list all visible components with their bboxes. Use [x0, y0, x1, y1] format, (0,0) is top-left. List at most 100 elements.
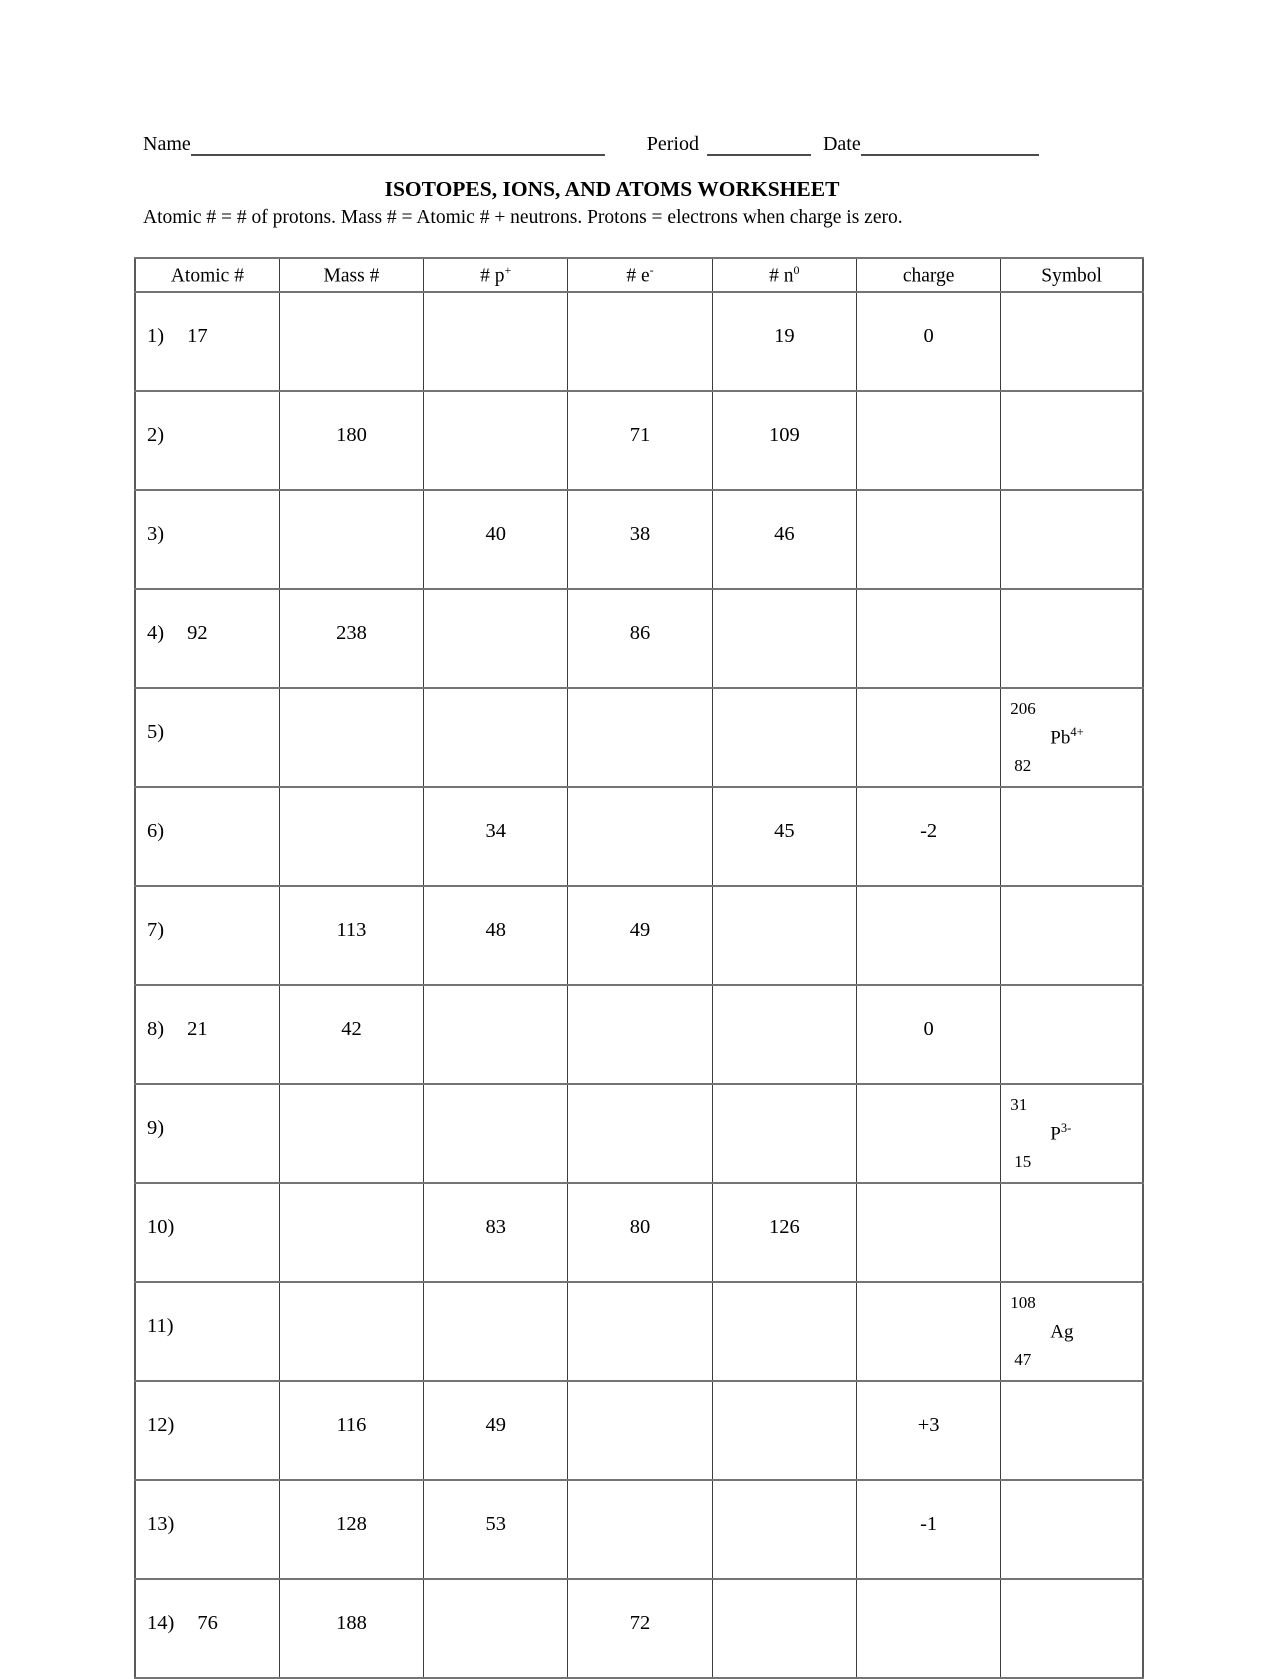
cell-mass-number: 42	[278, 984, 425, 1085]
cell-atomic-number: 5)	[134, 687, 280, 788]
row-number: 5)	[147, 721, 165, 743]
nuclide-atomic: 47	[1014, 1350, 1032, 1370]
cell-charge	[855, 489, 1002, 590]
nuclide-charge: 3-	[1060, 1121, 1072, 1136]
cell-symbol	[1000, 291, 1144, 392]
table-row: 13) 128 53 -1	[134, 1479, 1144, 1580]
table-row: 2) 180 71 109	[134, 390, 1144, 491]
cell-mass-number: 128	[278, 1479, 425, 1580]
row-number: 6)	[147, 820, 165, 842]
row-number: 2)	[147, 424, 165, 446]
column-header-protons: # p+	[423, 257, 569, 293]
cell-neutrons: 45	[711, 786, 857, 887]
date-blank-line	[860, 132, 1039, 156]
nuclide-mass: 108	[1010, 1293, 1036, 1312]
cell-mass-number: 116	[278, 1380, 425, 1481]
row-number: 4)	[147, 622, 165, 644]
cell-neutrons	[711, 588, 857, 689]
cell-symbol: 31 P3- 15	[1000, 1083, 1144, 1184]
nuclide-atomic: 82	[1014, 756, 1032, 776]
cell-protons: 49	[423, 1380, 569, 1481]
cell-atomic-number: 7)	[134, 885, 280, 986]
cell-atomic-number: 11)	[134, 1281, 280, 1382]
column-header-charge: charge	[855, 257, 1002, 293]
cell-electrons	[567, 1281, 713, 1382]
nuclide-element: P3-	[1050, 1121, 1072, 1145]
table-row: 9) 31 P3- 15	[134, 1083, 1144, 1184]
cell-neutrons	[711, 1578, 857, 1679]
table-row: 12) 116 49 +3	[134, 1380, 1144, 1481]
date-label: Date	[822, 133, 861, 155]
cell-neutrons	[711, 1479, 857, 1580]
cell-electrons: 80	[567, 1182, 713, 1283]
cell-charge: -1	[855, 1479, 1002, 1580]
cell-symbol	[1000, 1182, 1144, 1283]
cell-protons	[423, 390, 569, 491]
cell-electrons: 38	[567, 489, 713, 590]
cell-charge	[855, 1182, 1002, 1283]
column-header-atomic: Atomic #	[134, 257, 280, 293]
cell-electrons	[567, 291, 713, 392]
column-header-symbol: Symbol	[1000, 257, 1144, 293]
row-number: 10)	[147, 1216, 175, 1238]
column-header-electrons: # e-	[567, 257, 713, 293]
cell-symbol	[1000, 1380, 1144, 1481]
table-header-row: Atomic # Mass # # p+ # e- # n0 charge Sy…	[134, 257, 1144, 293]
cell-electrons	[567, 1380, 713, 1481]
cell-protons	[423, 1281, 569, 1382]
isotope-notation: 206 Pb4+ 82	[1002, 699, 1142, 776]
cell-atomic-number: 10)	[134, 1182, 280, 1283]
cell-symbol	[1000, 390, 1144, 491]
nuclide-mass: 31	[1010, 1095, 1028, 1114]
cell-atomic-number: 1) 17	[134, 291, 280, 392]
cell-electrons	[567, 687, 713, 788]
period-label: Period	[646, 133, 699, 155]
row-number: 8)	[147, 1018, 165, 1040]
cell-charge	[855, 687, 1002, 788]
nuclide-element: Ag	[1050, 1321, 1074, 1343]
cell-neutrons: 46	[711, 489, 857, 590]
cell-protons	[423, 1578, 569, 1679]
table-row: 14) 76 188 72	[134, 1578, 1144, 1679]
cell-neutrons: 126	[711, 1182, 857, 1283]
atomic-value: 21	[187, 1018, 208, 1040]
cell-neutrons	[711, 1281, 857, 1382]
column-header-mass: Mass #	[278, 257, 425, 293]
cell-atomic-number: 14) 76	[134, 1578, 280, 1679]
cell-protons	[423, 687, 569, 788]
cell-atomic-number: 2)	[134, 390, 280, 491]
cell-neutrons: 19	[711, 291, 857, 392]
cell-symbol	[1000, 885, 1144, 986]
cell-symbol	[1000, 1479, 1144, 1580]
cell-electrons: 72	[567, 1578, 713, 1679]
cell-protons	[423, 588, 569, 689]
nuclide-charge: 4+	[1070, 725, 1084, 740]
cell-mass-number	[278, 1083, 425, 1184]
nuclide-element: Pb4+	[1050, 725, 1084, 749]
worksheet-page: Name Period Date ISOTOPES, IONS, AND ATO…	[134, 132, 1144, 1679]
isotope-table: Atomic # Mass # # p+ # e- # n0 charge Sy…	[134, 257, 1144, 1679]
row-number: 3)	[147, 523, 165, 545]
cell-charge: +3	[855, 1380, 1002, 1481]
row-number: 7)	[147, 919, 165, 941]
table-row: 11) 108 Ag 47	[134, 1281, 1144, 1382]
cell-symbol	[1000, 1578, 1144, 1679]
cell-protons: 34	[423, 786, 569, 887]
cell-neutrons	[711, 984, 857, 1085]
cell-charge	[855, 1578, 1002, 1679]
cell-neutrons	[711, 885, 857, 986]
cell-neutrons	[711, 1380, 857, 1481]
cell-electrons	[567, 1479, 713, 1580]
isotope-notation: 108 Ag 47	[1002, 1293, 1142, 1370]
cell-symbol: 108 Ag 47	[1000, 1281, 1144, 1382]
table-row: 3) 40 38 46	[134, 489, 1144, 590]
cell-mass-number	[278, 489, 425, 590]
cell-atomic-number: 8) 21	[134, 984, 280, 1085]
cell-atomic-number: 4) 92	[134, 588, 280, 689]
cell-symbol	[1000, 786, 1144, 887]
cell-mass-number	[278, 1281, 425, 1382]
cell-electrons	[567, 786, 713, 887]
cell-charge	[855, 1281, 1002, 1382]
atomic-value: 92	[187, 622, 208, 644]
cell-protons: 83	[423, 1182, 569, 1283]
